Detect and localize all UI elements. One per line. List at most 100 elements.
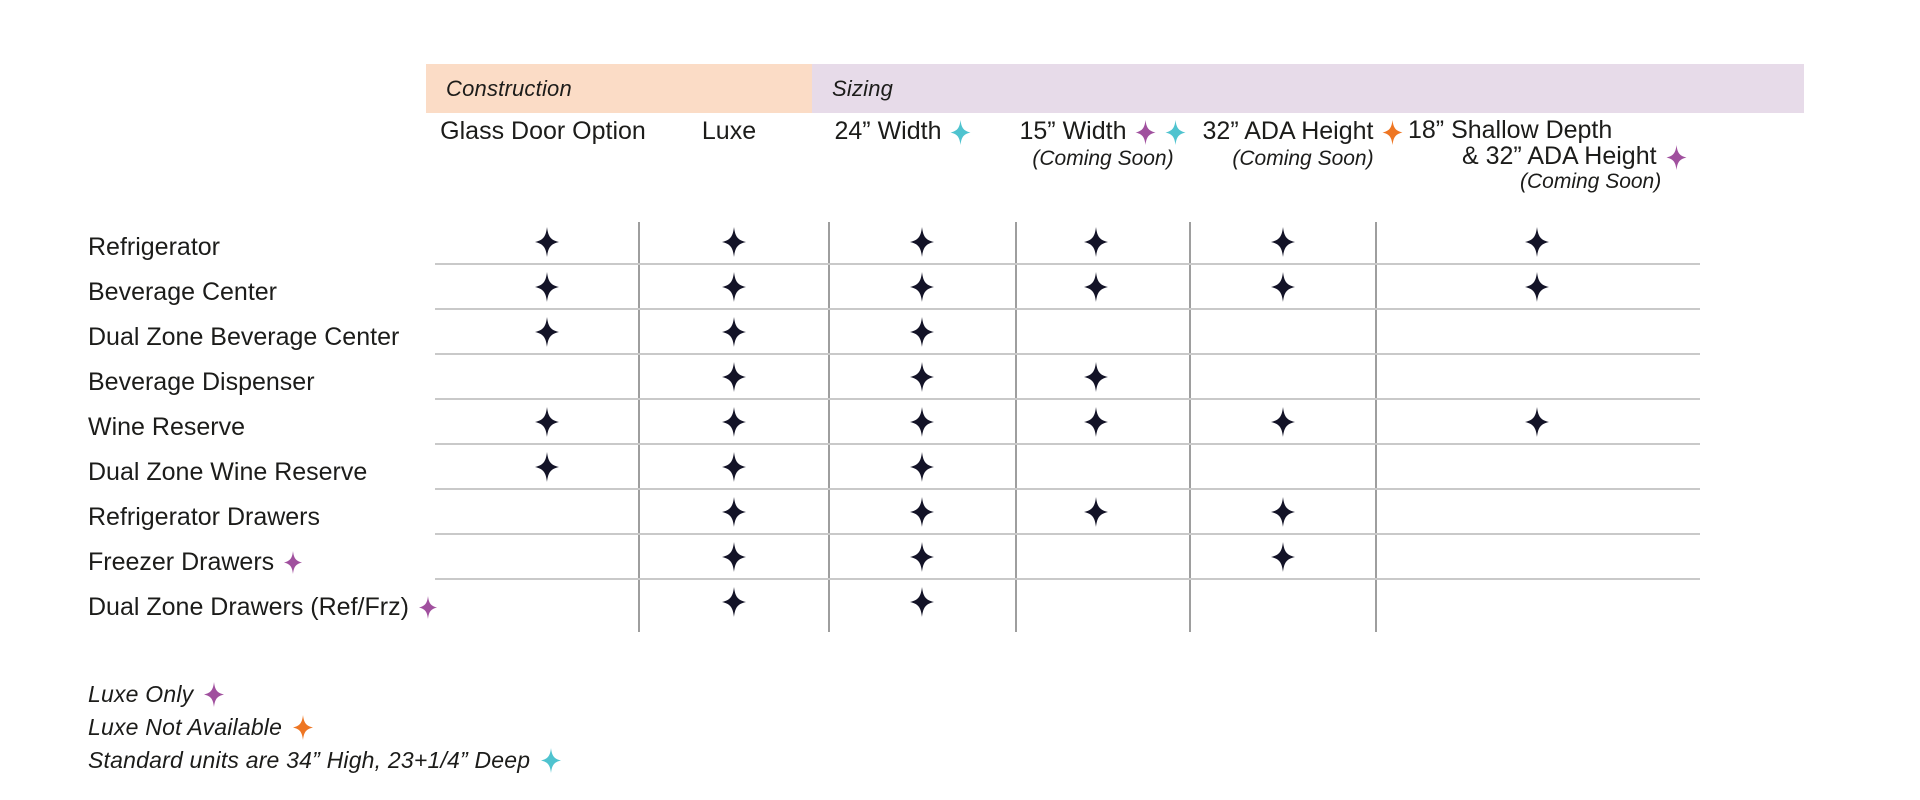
availability-diamond-icon xyxy=(535,452,559,482)
availability-diamond-icon xyxy=(1271,227,1295,257)
availability-diamond-icon xyxy=(1084,227,1108,257)
availability-diamond-icon xyxy=(910,497,934,527)
coming-soon-note: (Coming Soon) xyxy=(1032,147,1174,170)
row-label: Dual Zone Wine Reserve xyxy=(88,455,367,489)
legend-item-luxe-only: Luxe Only xyxy=(88,679,225,709)
availability-diamond-icon xyxy=(1525,272,1549,302)
column-divider-line xyxy=(1375,222,1377,632)
availability-diamond-icon xyxy=(1271,497,1295,527)
availability-diamond-icon xyxy=(910,587,934,617)
availability-diamond-icon xyxy=(535,317,559,347)
availability-diamond-icon xyxy=(722,497,746,527)
purple-diamond-icon xyxy=(1135,119,1156,145)
row-rule-line xyxy=(435,353,1700,355)
availability-diamond-icon xyxy=(722,272,746,302)
availability-diamond-icon xyxy=(722,497,746,527)
availability-diamond-icon xyxy=(722,317,746,347)
column-header-label: Glass Door Option xyxy=(440,117,646,145)
availability-diamond-icon xyxy=(1525,407,1549,437)
availability-diamond-icon xyxy=(910,317,934,347)
availability-diamond-icon xyxy=(1271,407,1295,437)
availability-diamond-icon xyxy=(910,272,934,302)
availability-diamond-icon xyxy=(1271,497,1295,527)
availability-diamond-icon xyxy=(1271,542,1295,572)
legend-label: Luxe Only xyxy=(88,680,194,707)
purple-diamond-icon xyxy=(203,681,225,707)
sizing-band: Sizing xyxy=(812,64,1804,113)
availability-diamond-icon xyxy=(1525,227,1549,257)
column-header-15-width: 15” Width (Coming Soon) xyxy=(903,117,1303,171)
column-header-luxe: Luxe xyxy=(529,117,929,145)
row-label: Dual Zone Drawers (Ref/Frz) xyxy=(88,590,438,624)
availability-diamond-icon xyxy=(910,542,934,572)
availability-diamond-icon xyxy=(722,542,746,572)
row-rule-line xyxy=(435,308,1700,310)
availability-diamond-icon xyxy=(910,452,934,482)
row-rule-line xyxy=(435,443,1700,445)
availability-diamond-icon xyxy=(722,227,746,257)
availability-diamond-icon xyxy=(722,587,746,617)
availability-diamond-icon xyxy=(535,452,559,482)
availability-diamond-icon xyxy=(1084,497,1108,527)
row-label-text: Refrigerator Drawers xyxy=(88,503,321,531)
row-label-text: Freezer Drawers xyxy=(88,548,275,576)
legend-label: Standard units are 34” High, 23+1/4” Dee… xyxy=(88,746,531,773)
availability-diamond-icon xyxy=(910,452,934,482)
teal-diamond-icon xyxy=(1165,119,1186,145)
availability-diamond-icon xyxy=(535,227,559,257)
purple-diamond-icon xyxy=(418,595,438,619)
availability-diamond-icon xyxy=(910,272,934,302)
row-rule-line xyxy=(435,578,1700,580)
availability-diamond-icon xyxy=(1084,407,1108,437)
availability-diamond-icon xyxy=(910,317,934,347)
row-label: Refrigerator xyxy=(88,230,220,264)
availability-diamond-icon xyxy=(1525,227,1549,257)
column-header-glass-door-option: Glass Door Option xyxy=(343,117,743,145)
teal-diamond-icon xyxy=(950,119,971,145)
teal-diamond-icon xyxy=(540,747,562,773)
availability-diamond-icon xyxy=(722,362,746,392)
availability-diamond-icon xyxy=(1271,272,1295,302)
availability-diamond-icon xyxy=(1271,272,1295,302)
row-label: Dual Zone Beverage Center xyxy=(88,320,399,354)
availability-diamond-icon xyxy=(535,407,559,437)
purple-diamond-icon xyxy=(204,681,225,707)
column-header-label: Luxe xyxy=(701,117,757,145)
coming-soon-note: (Coming Soon) xyxy=(1232,147,1374,170)
availability-diamond-icon xyxy=(722,452,746,482)
row-label-text: Dual Zone Wine Reserve xyxy=(88,458,368,486)
column-divider-line xyxy=(638,222,640,632)
availability-diamond-icon xyxy=(910,362,934,392)
row-label-text: Dual Zone Beverage Center xyxy=(88,323,400,351)
availability-diamond-icon xyxy=(722,317,746,347)
orange-diamond-icon xyxy=(1382,119,1403,145)
column-header-label-line2: & 32” ADA Height xyxy=(1462,142,1657,170)
availability-diamond-icon xyxy=(910,227,934,257)
availability-diamond-icon xyxy=(535,317,559,347)
row-label-text: Dual Zone Drawers (Ref/Frz) xyxy=(88,593,409,621)
legend-label: Luxe Not Available xyxy=(88,713,283,740)
row-rule-line xyxy=(435,488,1700,490)
availability-diamond-icon xyxy=(910,227,934,257)
column-divider-line xyxy=(1015,222,1017,632)
teal-diamond-icon xyxy=(950,119,971,145)
availability-diamond-icon xyxy=(1084,227,1108,257)
purple-diamond-icon xyxy=(1666,144,1687,170)
availability-diamond-icon xyxy=(722,407,746,437)
row-label-text: Beverage Center xyxy=(88,278,278,306)
availability-diamond-icon xyxy=(722,407,746,437)
availability-diamond-icon xyxy=(910,587,934,617)
column-header-label: 15” Width xyxy=(1019,117,1127,145)
legend-item-standard-units: Standard units are 34” High, 23+1/4” Dee… xyxy=(88,745,562,775)
availability-diamond-icon xyxy=(1084,497,1108,527)
availability-diamond-icon xyxy=(1084,272,1108,302)
availability-diamond-icon xyxy=(910,542,934,572)
availability-diamond-icon xyxy=(722,452,746,482)
availability-diamond-icon xyxy=(1084,362,1108,392)
column-header-label: 24” Width xyxy=(834,117,942,145)
availability-diamond-icon xyxy=(722,227,746,257)
teal-diamond-icon xyxy=(541,747,562,773)
sizing-band-label: Sizing xyxy=(832,75,894,101)
column-divider-line xyxy=(828,222,830,632)
